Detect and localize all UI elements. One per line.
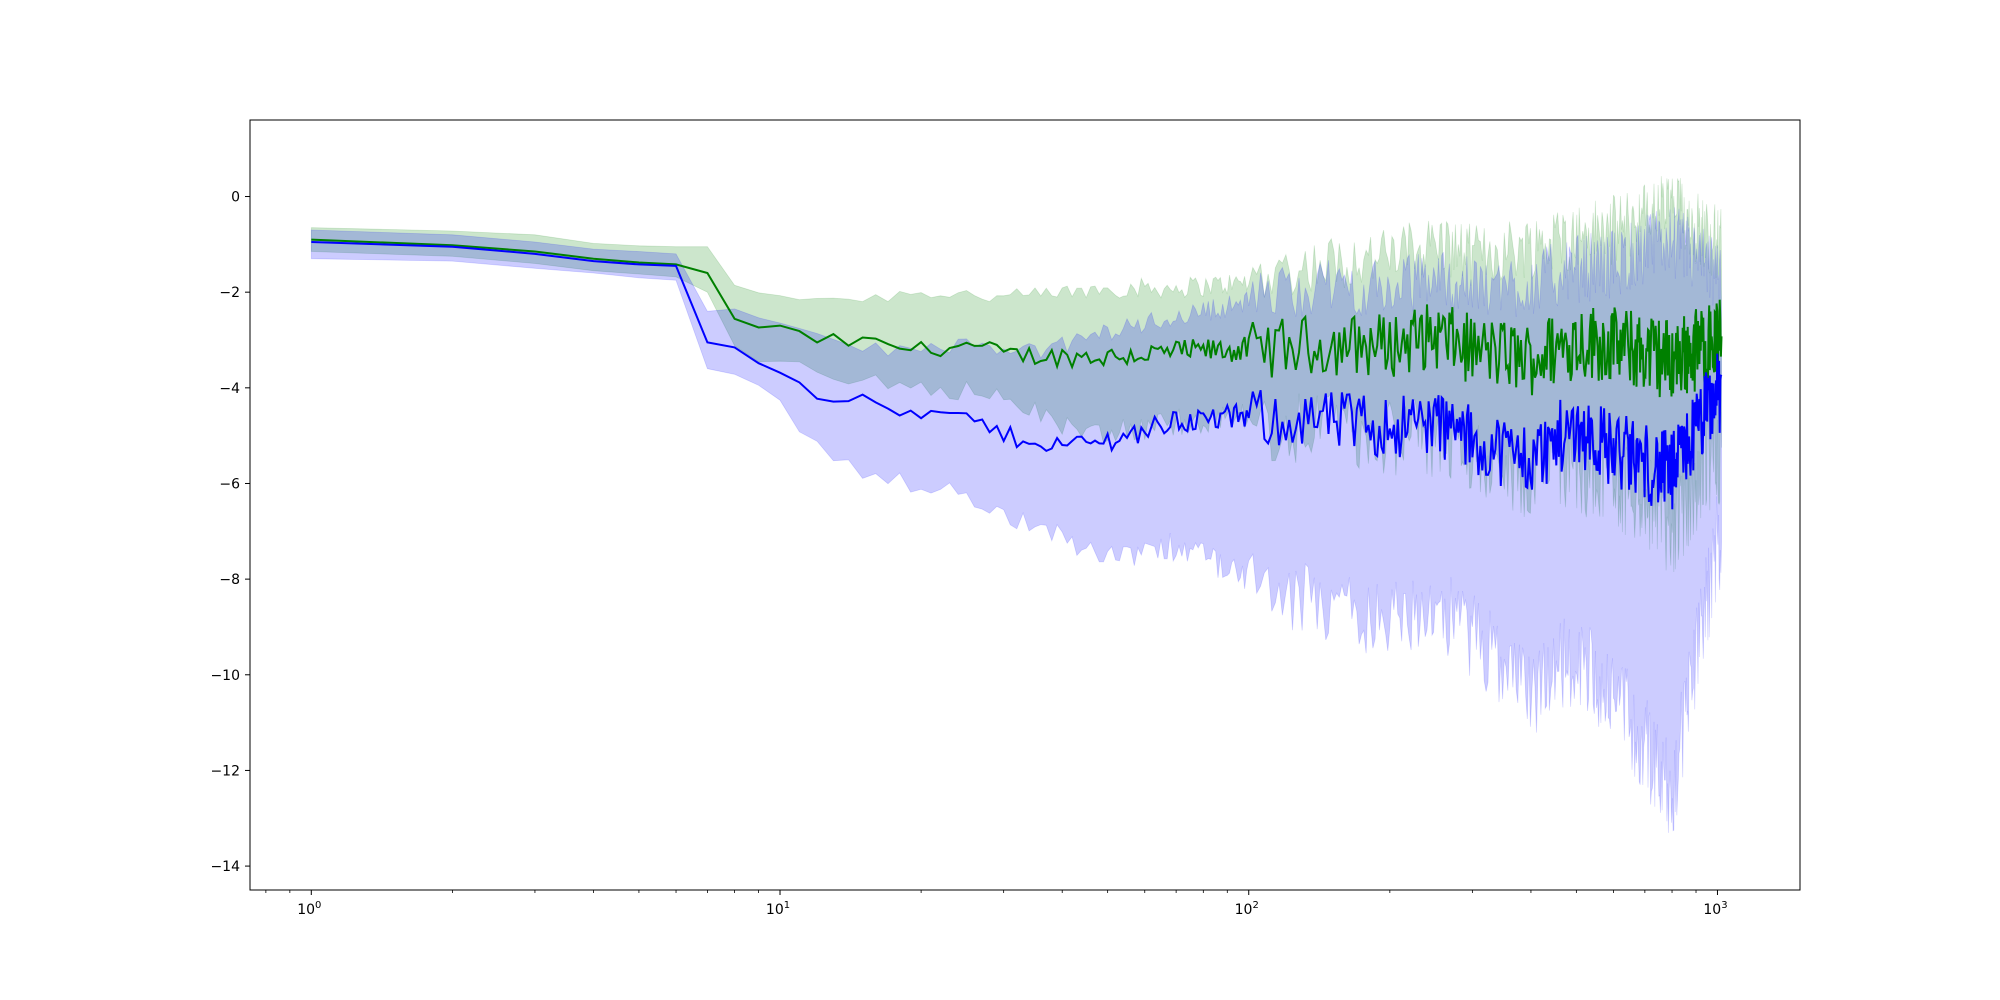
band-layer — [310, 176, 1722, 833]
x-tick-label: 100 — [297, 900, 321, 918]
y-tick-label: −2 — [219, 285, 240, 301]
plot-frame — [249, 119, 1801, 891]
y-tick-label: −14 — [210, 859, 240, 875]
line-layer — [311, 238, 1723, 510]
y-tick-label: −8 — [219, 572, 240, 588]
series-1-line — [311, 238, 1723, 398]
y-tick-label: −12 — [210, 763, 240, 779]
y-axis: 0 −2 −4 −6 −8 −10 −12 −14 — [210, 190, 250, 875]
series-2-line — [311, 241, 1723, 510]
y-tick-label: −10 — [210, 668, 240, 684]
x-tick-label: 101 — [766, 900, 790, 918]
x-axis: 100 101 102 103 — [265, 890, 1728, 918]
y-tick-label: −6 — [219, 476, 240, 492]
series-1-band — [310, 176, 1722, 573]
x-tick-label: 102 — [1235, 900, 1259, 918]
y-tick-label: 0 — [231, 190, 240, 206]
y-tick-label: −4 — [219, 381, 240, 397]
x-tick-label: 103 — [1703, 900, 1727, 918]
